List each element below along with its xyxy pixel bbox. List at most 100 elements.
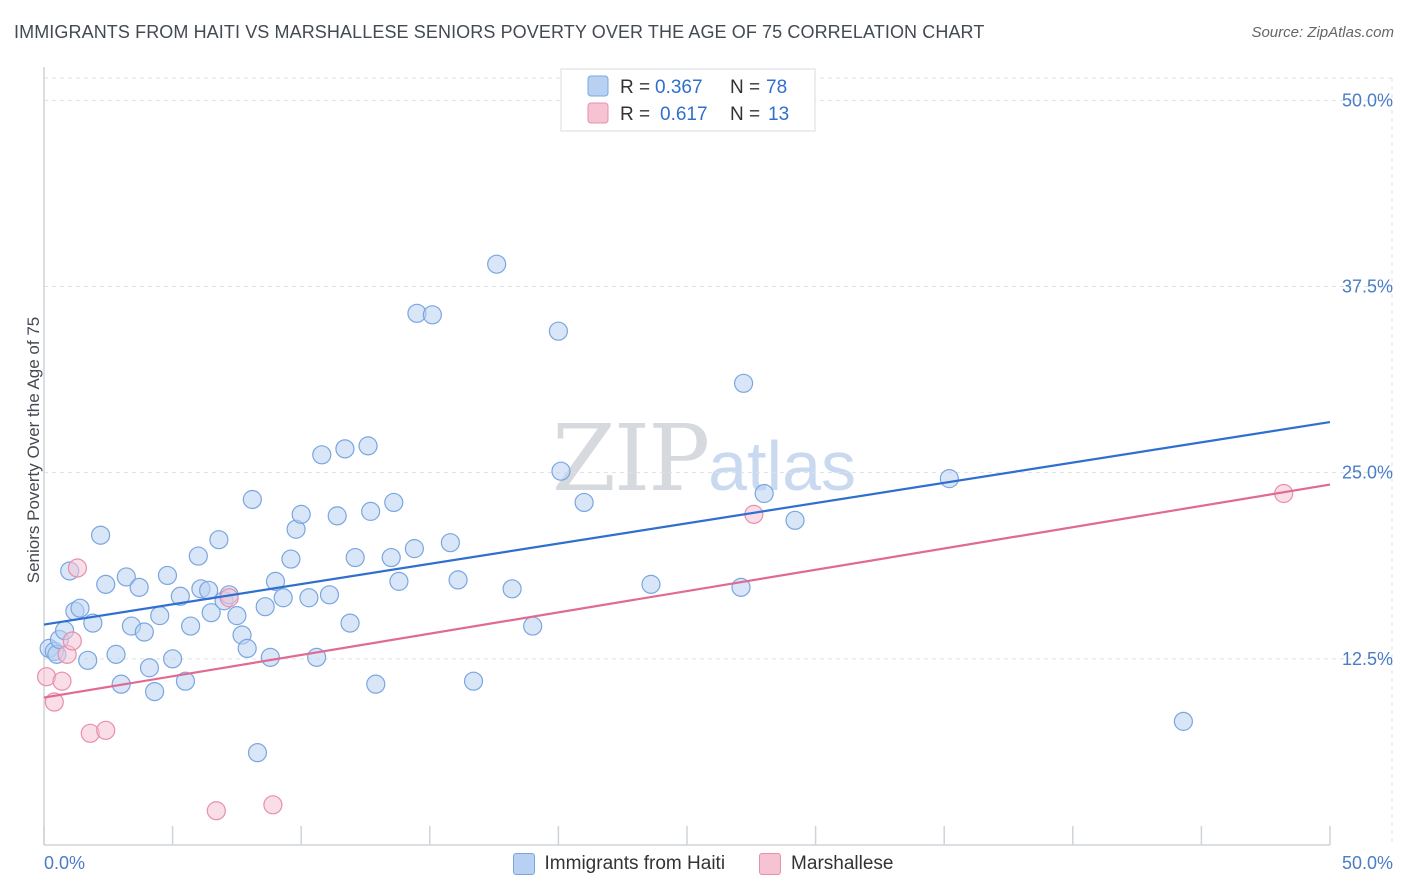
point-haiti xyxy=(358,436,378,456)
point-haiti xyxy=(139,658,160,678)
point-haiti xyxy=(551,461,571,481)
trendline-haiti xyxy=(43,420,1331,626)
point-haiti xyxy=(134,622,154,642)
point-haiti xyxy=(548,321,569,341)
y-tick-label: 25.0% xyxy=(1342,463,1393,483)
point-haiti xyxy=(90,525,111,545)
point-haiti xyxy=(381,547,401,568)
legend-r-label-marshallese: R = xyxy=(620,104,650,125)
point-haiti xyxy=(366,674,386,694)
point-haiti xyxy=(201,603,221,623)
grid-layer xyxy=(44,77,1393,845)
legend-swatch-marshallese xyxy=(587,102,609,124)
point-haiti xyxy=(785,510,805,530)
point-haiti xyxy=(291,504,311,524)
point-marshallese xyxy=(80,723,100,743)
point-haiti xyxy=(237,638,257,659)
y-tick-label: 37.5% xyxy=(1342,277,1393,297)
point-haiti xyxy=(335,439,355,459)
point-haiti xyxy=(422,305,442,325)
watermark-zip: ZIP xyxy=(552,405,710,512)
point-haiti xyxy=(487,254,507,274)
point-haiti xyxy=(523,616,543,636)
source-label: Source: ZipAtlas.com xyxy=(1251,24,1394,41)
legend-n-value-haiti: 78 xyxy=(766,77,787,98)
point-haiti xyxy=(754,483,774,504)
point-marshallese xyxy=(96,720,116,740)
point-marshallese xyxy=(52,671,72,691)
point-haiti xyxy=(389,571,409,591)
point-haiti xyxy=(265,571,286,591)
point-haiti xyxy=(641,574,661,594)
point-haiti xyxy=(574,492,594,513)
point-haiti xyxy=(733,373,754,393)
legend-swatch-haiti xyxy=(587,75,609,97)
point-marshallese xyxy=(206,801,226,821)
legend-n-value-marshallese: 13 xyxy=(768,104,789,125)
bottom-legend-label-marshallese: Marshallese xyxy=(791,853,894,874)
point-haiti xyxy=(96,574,116,594)
point-haiti xyxy=(116,567,136,587)
point-haiti xyxy=(150,606,170,626)
axis-layer: 12.5% 25.0% 37.5% 50.0% 0.0% 50.0% xyxy=(43,67,1393,873)
point-marshallese xyxy=(67,558,88,578)
bottom-legend-swatch-haiti xyxy=(512,853,535,875)
x-tick-label: 0.0% xyxy=(44,853,85,873)
bottom-legend-item-haiti: Immigrants from Haiti xyxy=(512,853,726,875)
watermark-atlas: atlas xyxy=(708,427,857,505)
point-haiti xyxy=(502,579,522,599)
point-haiti xyxy=(106,644,126,664)
point-haiti xyxy=(345,547,365,568)
bottom-legend-label-haiti: Immigrants from Haiti xyxy=(544,853,726,874)
point-haiti xyxy=(273,588,293,608)
point-haiti xyxy=(70,598,90,618)
point-haiti xyxy=(440,533,460,553)
y-tick-label: 12.5% xyxy=(1342,649,1393,669)
point-haiti xyxy=(312,445,332,465)
point-haiti xyxy=(163,649,183,669)
point-haiti xyxy=(247,743,268,763)
point-haiti xyxy=(463,671,484,691)
trendline-marshallese xyxy=(43,483,1331,699)
point-haiti xyxy=(299,588,319,608)
point-haiti xyxy=(209,530,229,550)
point-haiti xyxy=(384,492,404,513)
point-haiti xyxy=(260,647,280,667)
bottom-legend-item-marshallese: Marshallese xyxy=(759,853,893,875)
point-haiti xyxy=(242,489,262,510)
point-haiti xyxy=(361,501,381,521)
legend-r-value-marshallese: 0.617 xyxy=(660,104,708,125)
bottom-legend: Immigrants from Haiti Marshallese xyxy=(0,848,1406,880)
point-haiti xyxy=(327,506,347,526)
point-haiti xyxy=(255,597,275,617)
point-marshallese xyxy=(219,588,239,608)
point-marshallese xyxy=(263,795,283,815)
legend-n-label-haiti: N = xyxy=(730,77,760,98)
point-marshallese xyxy=(62,631,82,651)
point-haiti xyxy=(181,616,201,636)
legend-r-value-haiti: 0.367 xyxy=(655,77,703,98)
point-haiti xyxy=(144,681,165,702)
watermark: ZIPatlas xyxy=(552,405,856,512)
point-haiti xyxy=(1173,711,1193,731)
point-haiti xyxy=(340,613,360,633)
point-haiti xyxy=(448,570,468,590)
point-haiti xyxy=(227,606,247,626)
point-haiti xyxy=(281,549,301,569)
trend-layer xyxy=(43,420,1331,699)
point-haiti xyxy=(319,585,340,605)
bottom-legend-swatch-marshallese xyxy=(759,853,782,875)
legend-n-label-marshallese: N = xyxy=(730,104,760,125)
point-haiti xyxy=(157,565,178,586)
chart-title: IMMIGRANTS FROM HAITI VS MARSHALLESE SEN… xyxy=(14,22,985,42)
legend-box: R = 0.367 N = 78 R = 0.617 N = 13 xyxy=(560,68,816,132)
point-haiti xyxy=(188,546,208,566)
point-haiti xyxy=(939,469,959,489)
point-layer xyxy=(36,254,1294,821)
point-haiti xyxy=(175,671,196,691)
point-haiti xyxy=(404,539,424,559)
point-haiti xyxy=(129,577,149,597)
y-tick-label: 50.0% xyxy=(1342,90,1393,110)
legend-r-label-haiti: R = xyxy=(620,77,650,98)
